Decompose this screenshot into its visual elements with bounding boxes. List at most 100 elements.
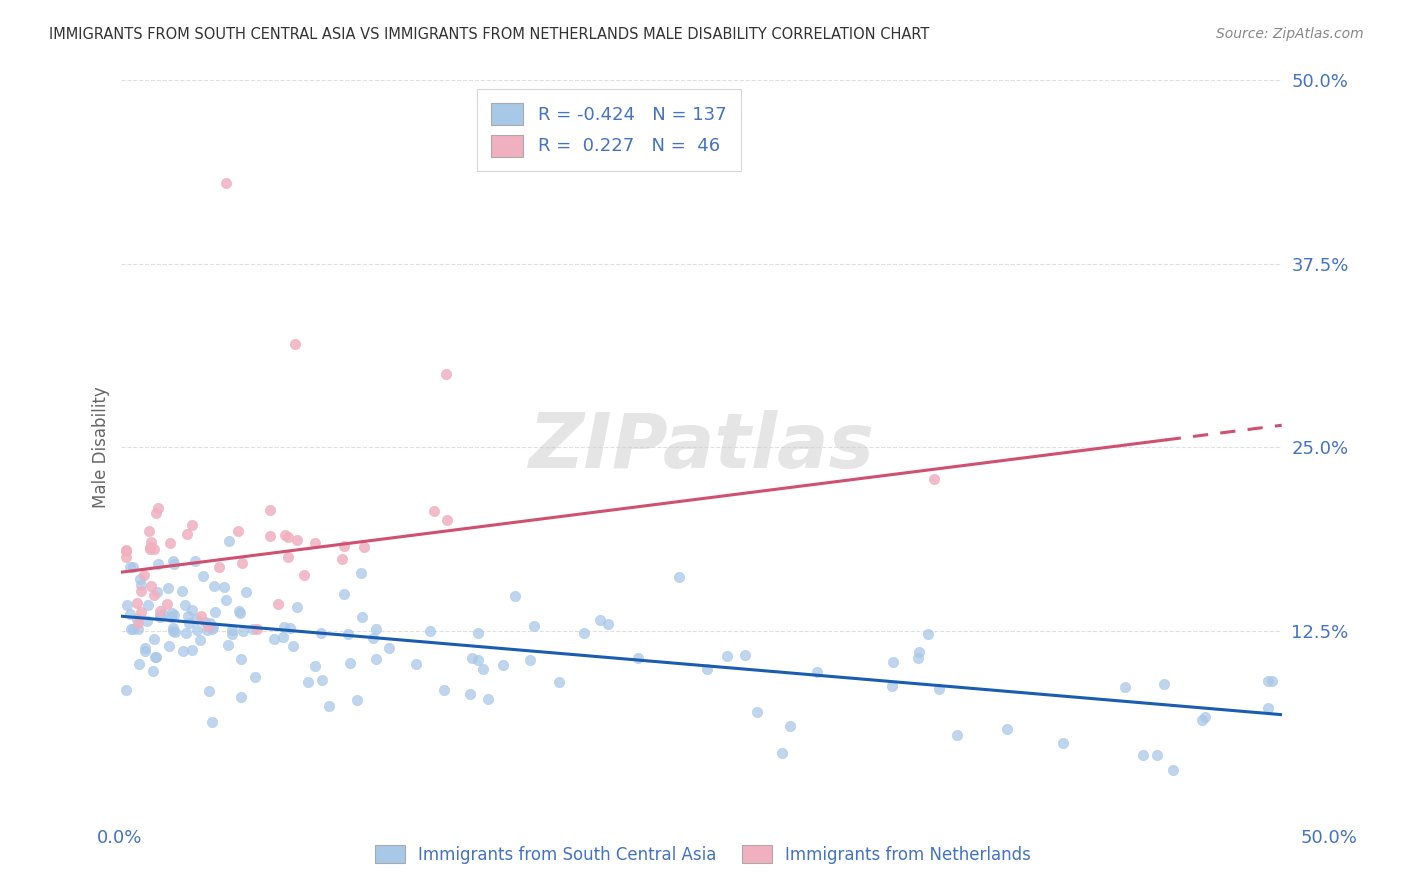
Point: [405, 657, 427, 672]
Point: [134, 644, 156, 658]
Point: [273, 620, 295, 634]
Point: [142, 632, 165, 646]
Point: [353, 540, 375, 554]
Point: [284, 337, 307, 351]
Point: [734, 648, 756, 662]
Point: [274, 528, 297, 542]
Point: [183, 554, 205, 568]
Point: [160, 610, 183, 624]
Point: [318, 699, 340, 714]
Point: [572, 626, 595, 640]
Point: [228, 604, 250, 618]
Point: [127, 615, 149, 630]
Point: [995, 722, 1018, 736]
Point: [806, 665, 828, 680]
Point: [149, 604, 172, 618]
Point: [201, 622, 224, 636]
Point: [278, 621, 301, 635]
Point: [194, 615, 217, 630]
Point: [339, 657, 361, 671]
Point: [364, 652, 387, 666]
Point: [259, 529, 281, 543]
Point: [779, 719, 801, 733]
Point: [1161, 764, 1184, 778]
Point: [378, 640, 401, 655]
Point: [332, 587, 354, 601]
Point: [180, 643, 202, 657]
Point: [231, 556, 253, 570]
Point: [143, 650, 166, 665]
Point: [179, 615, 201, 630]
Point: [917, 627, 939, 641]
Point: [121, 560, 143, 574]
Point: [115, 543, 138, 558]
Point: [433, 683, 456, 698]
Point: [1257, 701, 1279, 715]
Point: [141, 579, 163, 593]
Point: [882, 655, 904, 669]
Point: [519, 653, 541, 667]
Point: [1114, 681, 1136, 695]
Point: [208, 559, 231, 574]
Point: [267, 597, 290, 611]
Point: [361, 631, 384, 645]
Point: [186, 624, 208, 638]
Point: [271, 630, 294, 644]
Point: [304, 659, 326, 673]
Point: [163, 625, 186, 640]
Point: [292, 567, 315, 582]
Point: [1194, 709, 1216, 723]
Point: [627, 651, 650, 665]
Point: [229, 652, 252, 666]
Point: [118, 560, 141, 574]
Point: [1153, 677, 1175, 691]
Point: [120, 623, 142, 637]
Point: [162, 621, 184, 635]
Point: [419, 624, 441, 639]
Point: [180, 603, 202, 617]
Point: [162, 624, 184, 639]
Point: [523, 618, 546, 632]
Point: [176, 527, 198, 541]
Point: [197, 619, 219, 633]
Point: [162, 554, 184, 568]
Point: [337, 627, 360, 641]
Point: [131, 578, 153, 592]
Point: [226, 524, 249, 538]
Point: [287, 533, 309, 548]
Point: [229, 606, 252, 620]
Point: [333, 540, 356, 554]
Point: [281, 639, 304, 653]
Point: [350, 566, 373, 580]
Point: [146, 585, 169, 599]
Point: [696, 662, 718, 676]
Point: [217, 638, 239, 652]
Point: [188, 632, 211, 647]
Point: [156, 582, 179, 596]
Y-axis label: Male Disability: Male Disability: [93, 386, 110, 508]
Point: [285, 599, 308, 614]
Point: [172, 584, 194, 599]
Point: [503, 589, 526, 603]
Point: [160, 607, 183, 621]
Point: [125, 596, 148, 610]
Point: [115, 598, 138, 612]
Point: [907, 651, 929, 665]
Point: [304, 536, 326, 550]
Point: [173, 598, 195, 612]
Point: [115, 549, 138, 564]
Point: [215, 176, 238, 190]
Point: [434, 367, 457, 381]
Point: [146, 557, 169, 571]
Point: [366, 622, 388, 636]
Point: [201, 714, 224, 729]
Point: [770, 746, 793, 760]
Text: Source: ZipAtlas.com: Source: ZipAtlas.com: [1216, 27, 1364, 41]
Point: [145, 506, 167, 520]
Point: [245, 670, 267, 684]
Point: [212, 580, 235, 594]
Point: [880, 679, 903, 693]
Point: [477, 692, 499, 706]
Point: [242, 622, 264, 636]
Point: [149, 610, 172, 624]
